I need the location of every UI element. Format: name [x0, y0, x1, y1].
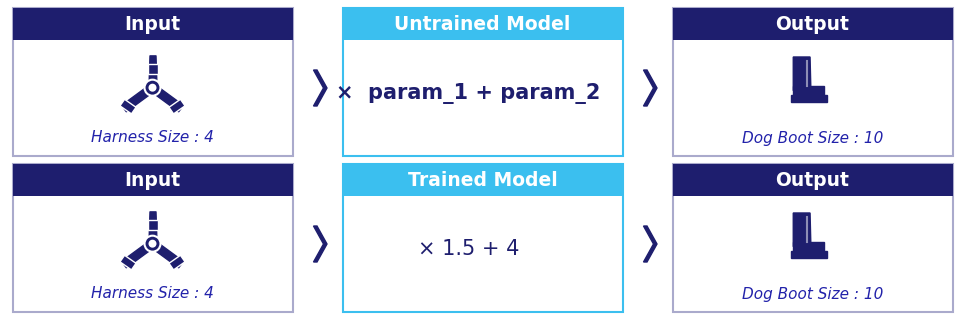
Circle shape [149, 240, 156, 248]
FancyBboxPatch shape [148, 64, 157, 74]
Circle shape [149, 84, 156, 92]
Text: Output: Output [776, 14, 849, 33]
Polygon shape [122, 240, 154, 268]
Text: Input: Input [124, 14, 180, 33]
Polygon shape [790, 95, 827, 102]
FancyBboxPatch shape [120, 99, 136, 114]
FancyBboxPatch shape [13, 164, 292, 312]
FancyBboxPatch shape [673, 164, 952, 312]
FancyBboxPatch shape [148, 220, 157, 231]
FancyBboxPatch shape [13, 164, 292, 196]
FancyBboxPatch shape [343, 164, 622, 196]
Text: × 1.5 + 4: × 1.5 + 4 [418, 239, 519, 259]
Text: Untrained Model: Untrained Model [395, 14, 570, 33]
Polygon shape [122, 84, 154, 112]
FancyBboxPatch shape [13, 8, 292, 156]
Text: ×  param_1 + param_2: × param_1 + param_2 [337, 82, 600, 104]
Polygon shape [314, 226, 327, 262]
Polygon shape [644, 226, 657, 262]
FancyBboxPatch shape [120, 255, 136, 270]
Polygon shape [151, 240, 183, 268]
FancyBboxPatch shape [13, 8, 292, 40]
FancyBboxPatch shape [169, 255, 185, 270]
FancyBboxPatch shape [343, 8, 622, 156]
Polygon shape [793, 86, 824, 95]
Text: Dog Boot Size : 10: Dog Boot Size : 10 [742, 286, 883, 301]
Polygon shape [793, 242, 824, 251]
Polygon shape [790, 251, 827, 258]
FancyBboxPatch shape [169, 99, 185, 114]
FancyBboxPatch shape [343, 8, 622, 40]
FancyBboxPatch shape [343, 164, 622, 312]
Polygon shape [793, 213, 811, 247]
Polygon shape [151, 84, 183, 112]
Text: Output: Output [776, 170, 849, 190]
Polygon shape [314, 70, 327, 106]
Polygon shape [644, 70, 657, 106]
FancyBboxPatch shape [673, 8, 952, 156]
FancyBboxPatch shape [673, 8, 952, 40]
Text: Harness Size : 4: Harness Size : 4 [91, 286, 214, 301]
Text: Input: Input [124, 170, 180, 190]
FancyBboxPatch shape [673, 164, 952, 196]
Polygon shape [793, 57, 811, 91]
Text: Dog Boot Size : 10: Dog Boot Size : 10 [742, 130, 883, 146]
Circle shape [145, 236, 160, 252]
Text: Harness Size : 4: Harness Size : 4 [91, 130, 214, 146]
Circle shape [145, 80, 160, 96]
Text: Trained Model: Trained Model [407, 170, 558, 190]
